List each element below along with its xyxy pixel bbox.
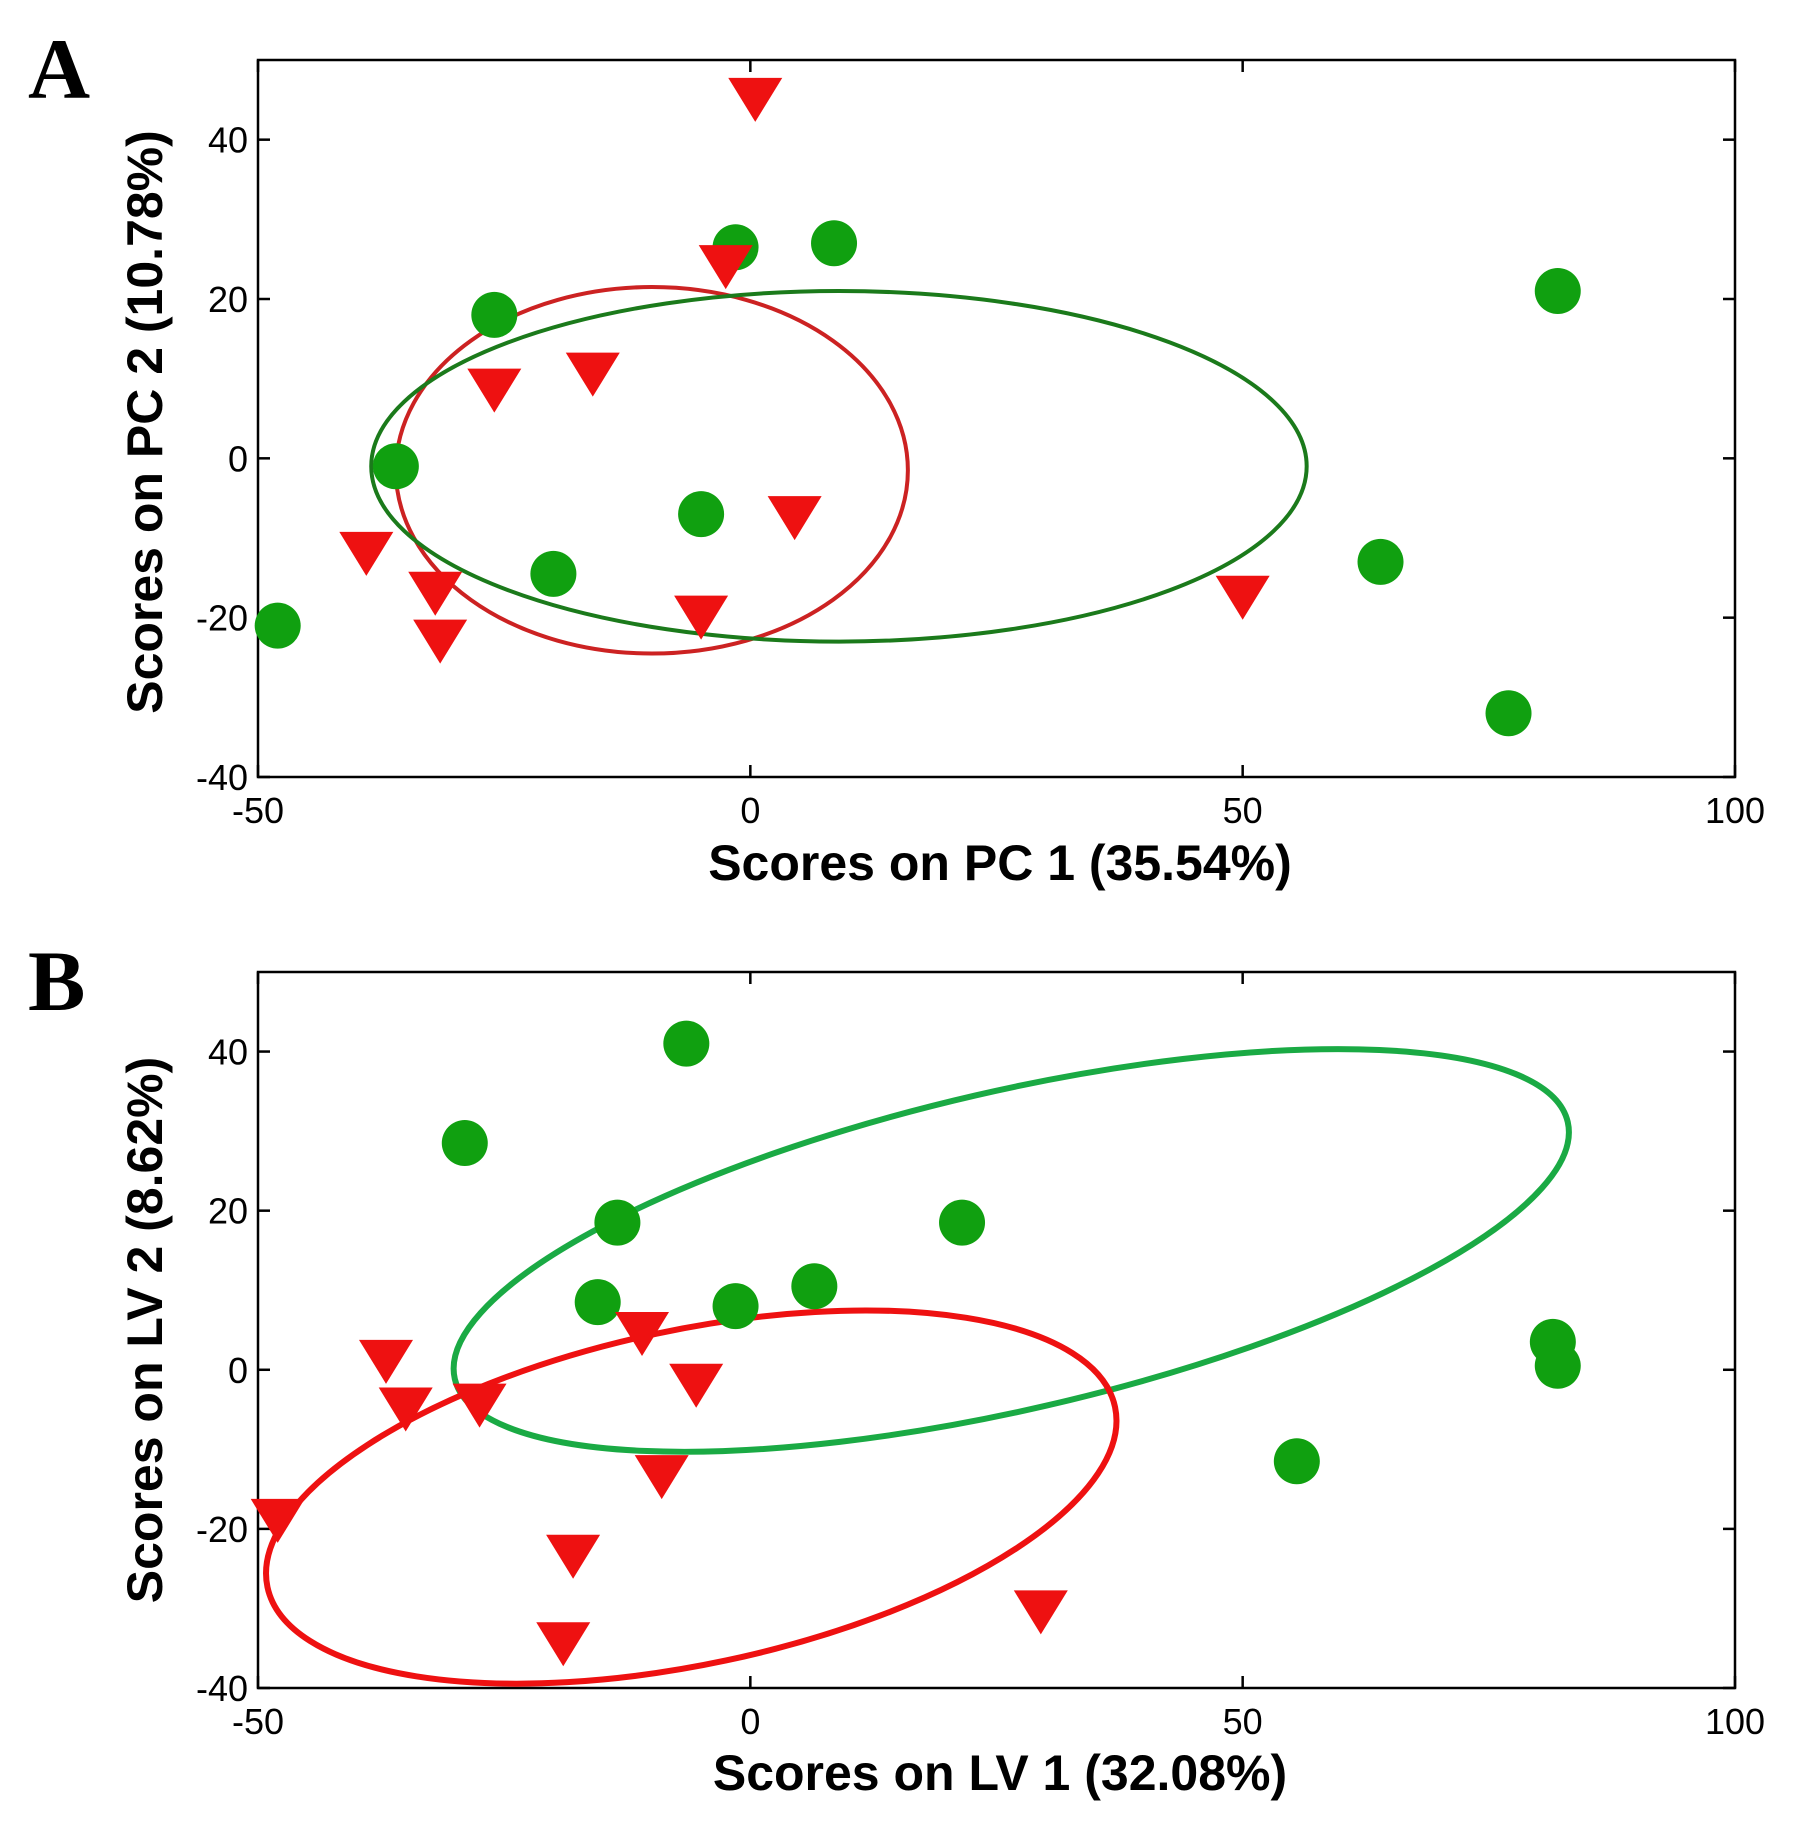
- panel-a-x-tick-label: 0: [740, 790, 760, 831]
- panel-a-red-triangle-point: [674, 595, 729, 640]
- panel-b-red-triangle-point: [634, 1455, 689, 1500]
- panel-b-green-circle-point: [441, 1120, 488, 1167]
- panel-b-x-tick-label: 0: [740, 1701, 760, 1742]
- panel-b-green-circle-point: [594, 1199, 641, 1246]
- panel-a-green-circle-point: [1485, 690, 1532, 737]
- panel-b-green-circle-point: [1534, 1342, 1581, 1389]
- panel-a-y-tick-label: -40: [196, 757, 248, 798]
- panel-letter-a: A: [28, 21, 90, 117]
- panel-a-y-tick-label: -20: [196, 598, 248, 639]
- panel-b-red-triangle-point: [536, 1622, 591, 1667]
- panel-b-red-triangle-point: [669, 1363, 724, 1408]
- panel-a-axes-frame: [256, 58, 1737, 779]
- panel-a-green-circle-point: [530, 550, 577, 597]
- panel-b-confidence-ellipse-2: [263, 1307, 1120, 1687]
- panel-a-red-triangle-point: [467, 368, 522, 413]
- panel-b-green-circle-point: [1273, 1438, 1320, 1485]
- panel-a-green-circle-point: [1534, 268, 1581, 315]
- panel-a-red-triangle-point: [698, 245, 753, 290]
- panel-b-green-circle-point: [712, 1283, 759, 1330]
- panel-a-red-triangle-point: [339, 531, 394, 576]
- panel-b-confidence-ellipse-1: [450, 1046, 1572, 1455]
- panel-letter-b: B: [28, 933, 85, 1029]
- panel-a-x-tick-label: 50: [1223, 790, 1263, 831]
- panel-a-red-triangle-point: [565, 352, 620, 397]
- panel-a-x-axis-title: Scores on PC 1 (35.54%): [708, 835, 1292, 891]
- panel-b-y-tick-label: 0: [228, 1350, 248, 1391]
- panel-a-plot-area: -50 0 50 100 -40 -20 0 20 40: [196, 58, 1765, 831]
- panel-b-red-triangle-point: [452, 1383, 507, 1428]
- panel-a-y-tick-label: 40: [208, 120, 248, 161]
- panel-a-green-circle-point: [678, 491, 725, 538]
- panel-b-x-tick-label: -50: [232, 1701, 284, 1742]
- panel-b-red-triangle-point: [250, 1498, 305, 1543]
- panel-a-green-circle-point: [471, 291, 518, 338]
- panel-b-red-triangle-point: [378, 1387, 433, 1432]
- panel-a-x-tick-label: 100: [1705, 790, 1765, 831]
- panel-b-red-triangle-point: [359, 1339, 414, 1384]
- panel-a-red-triangle-point: [728, 77, 783, 122]
- panel-a-red-triangle-point: [413, 619, 468, 664]
- panel-b-red-triangle-point: [1013, 1590, 1068, 1635]
- panel-a-red-triangle-point: [1215, 575, 1270, 620]
- panel-a-y-tick-label: 0: [228, 438, 248, 479]
- panel-a-confidence-ellipse-1: [393, 285, 910, 656]
- panel-a-y-tick-label: 20: [208, 279, 248, 320]
- panel-a-red-triangle-point: [408, 571, 463, 616]
- panel-a-green-circle-point: [254, 602, 301, 649]
- panel-b-green-circle-point: [574, 1279, 621, 1326]
- panel-a-green-circle-point: [372, 443, 419, 490]
- panel-a-x-tick-label: -50: [232, 790, 284, 831]
- panel-b-y-tick-label: 40: [208, 1032, 248, 1073]
- panel-b-green-circle-point: [791, 1263, 838, 1310]
- panel-b-red-triangle-point: [615, 1311, 670, 1356]
- panel-b-x-tick-label: 100: [1705, 1701, 1765, 1742]
- panel-b-y-tick-label: -20: [196, 1509, 248, 1550]
- panel-b-axes-frame: [256, 970, 1737, 1690]
- panel-a: A -50 0 50 100 -40 -20 0 20 40 Scores on PC 1 (3…: [28, 21, 1765, 891]
- panel-b: B -50 0 50 100 -40 -20 0 20 40 Scores on LV 1 (3…: [28, 933, 1765, 1801]
- panel-b-y-tick-label: 20: [208, 1191, 248, 1232]
- panel-a-y-axis-title: Scores on PC 2 (10.78%): [117, 130, 173, 714]
- panel-a-green-circle-point: [811, 220, 858, 267]
- panel-b-plot-area: -50 0 50 100 -40 -20 0 20 40: [196, 970, 1765, 1742]
- panel-a-green-circle-point: [1357, 538, 1404, 585]
- panel-b-y-axis-title: Scores on LV 2 (8.62%): [117, 1057, 173, 1603]
- panel-b-red-triangle-point: [546, 1534, 601, 1579]
- panel-b-green-circle-point: [939, 1199, 986, 1246]
- panel-b-green-circle-point: [663, 1020, 710, 1067]
- panel-b-y-tick-label: -40: [196, 1668, 248, 1709]
- panel-a-confidence-ellipse-2: [369, 289, 1309, 644]
- panel-b-x-tick-label: 50: [1223, 1701, 1263, 1742]
- panel-b-x-axis-title: Scores on LV 1 (32.08%): [713, 1745, 1287, 1801]
- panel-a-red-triangle-point: [767, 496, 822, 541]
